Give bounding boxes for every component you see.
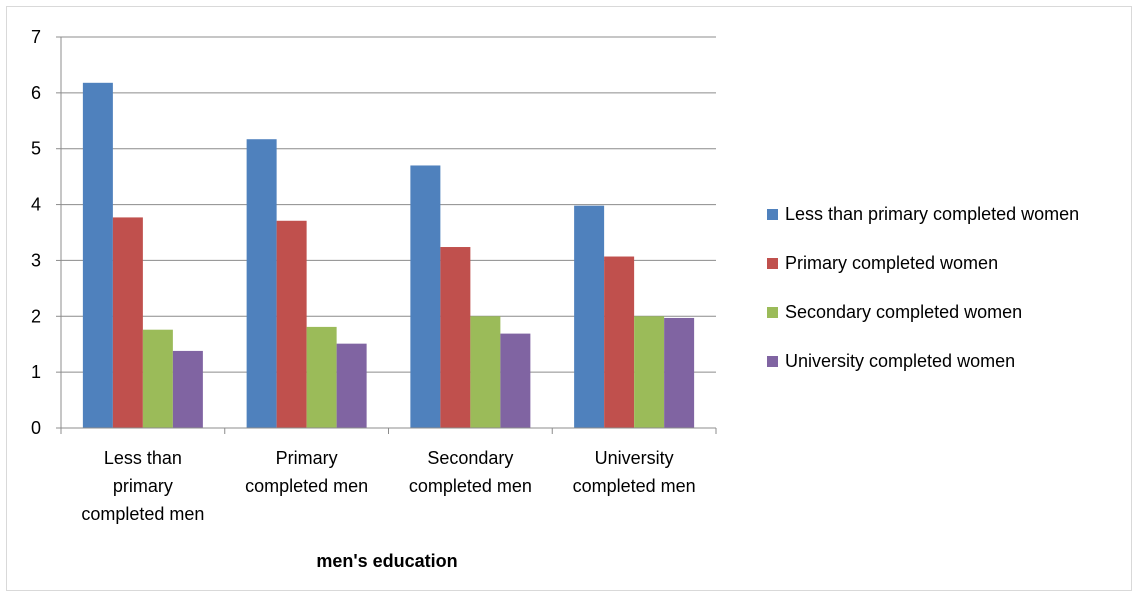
bar bbox=[604, 256, 635, 428]
y-tick-label: 3 bbox=[31, 250, 41, 270]
legend-swatch bbox=[767, 258, 778, 269]
legend-item: Less than primary completed women bbox=[767, 202, 1079, 227]
bar bbox=[82, 82, 113, 428]
legend-label: University completed women bbox=[785, 351, 1016, 371]
x-tick-label: University completed men bbox=[573, 448, 696, 496]
x-axis-title: men's education bbox=[316, 551, 457, 571]
legend-label: Primary completed women bbox=[785, 253, 999, 273]
legend-label: Secondary completed women bbox=[785, 302, 1023, 322]
bar bbox=[664, 317, 695, 428]
bar bbox=[172, 350, 203, 428]
legend-item: Primary completed women bbox=[767, 251, 1079, 276]
bar bbox=[574, 205, 605, 428]
legend-swatch bbox=[767, 209, 778, 220]
y-tick-label: 0 bbox=[31, 418, 41, 438]
legend-item: University completed women bbox=[767, 349, 1079, 374]
y-tick-label: 6 bbox=[31, 83, 41, 103]
axes bbox=[56, 36, 717, 434]
bar bbox=[112, 217, 143, 428]
legend-label: Less than primary completed women bbox=[785, 204, 1080, 224]
legend: Less than primary completed women Primary… bbox=[767, 202, 1079, 398]
legend-item: Secondary completed women bbox=[767, 300, 1079, 325]
bar bbox=[634, 316, 665, 428]
bar bbox=[440, 247, 471, 428]
y-tick-label: 1 bbox=[31, 362, 41, 382]
bar bbox=[500, 333, 531, 428]
y-tick-label: 4 bbox=[31, 195, 41, 215]
bars bbox=[82, 82, 695, 428]
bar-chart: 0 1 2 3 4 5 6 7 Less than primary completed men Pri… bbox=[31, 27, 717, 571]
bar bbox=[336, 343, 367, 428]
y-tick-label: 5 bbox=[31, 139, 41, 159]
chart-area: 0 1 2 3 4 5 6 7 Less than primary completed men Pri… bbox=[6, 6, 1132, 591]
x-tick-label: Less than primary completed men bbox=[81, 448, 204, 524]
gridlines bbox=[61, 36, 716, 373]
bar bbox=[410, 165, 441, 428]
bar bbox=[276, 220, 307, 428]
bar bbox=[470, 316, 501, 428]
axis-labels: 0 1 2 3 4 5 6 7 Less than primary completed men Pri… bbox=[31, 27, 696, 524]
y-tick-label: 2 bbox=[31, 306, 41, 326]
y-tick-label: 7 bbox=[31, 27, 41, 47]
bar bbox=[142, 329, 173, 428]
x-tick-label: Primary completed men bbox=[245, 448, 368, 496]
legend-swatch bbox=[767, 356, 778, 367]
bar bbox=[306, 326, 337, 428]
bar bbox=[246, 139, 277, 428]
x-tick-label: Secondary completed men bbox=[409, 448, 532, 496]
legend-swatch bbox=[767, 307, 778, 318]
